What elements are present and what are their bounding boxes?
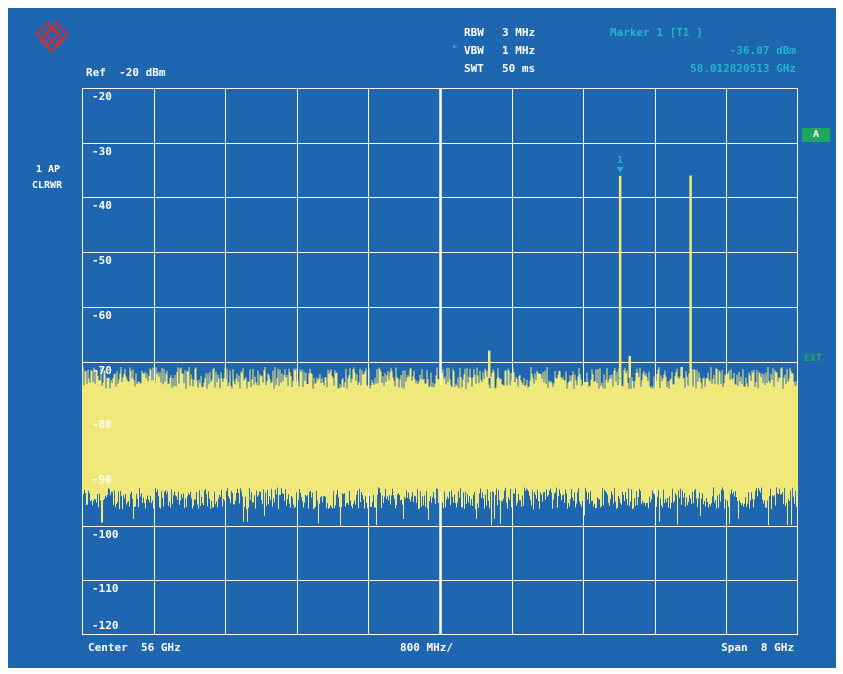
y-tick-label: -80 [92,418,112,431]
trace-info-mode: 1 AP [36,164,61,175]
analyzer-screen: RBW 3 MHz * VBW 1 MHz SWT 50 ms Ref -20 … [8,8,836,668]
softkey-a[interactable]: A [802,128,830,142]
ext-label: EXT [804,353,823,364]
ref-level: Ref -20 dBm [86,66,166,79]
swt-label: SWT [464,62,484,75]
y-tick-label: -20 [92,90,112,103]
frequency-per-division: 800 MHz/ [400,641,453,654]
span: Span 8 GHz [721,641,794,654]
trace-noise [82,366,798,526]
marker-frequency: 58.012820513 GHz [690,62,796,75]
y-tick-label: -40 [92,199,112,212]
y-tick-label: -30 [92,145,112,158]
rbw-label: RBW [464,26,484,39]
y-tick-label: -70 [92,364,112,377]
trace-info-detector: CLRWR [32,180,63,191]
y-tick-label: -100 [92,528,119,541]
rbw-value: 3 MHz [502,26,536,39]
spectrum-svg: 1 [82,88,798,635]
y-tick-label: -90 [92,473,112,486]
center-frequency: Center 56 GHz [88,641,181,654]
y-tick-label: -50 [92,254,112,267]
y-tick-label: -60 [92,309,112,322]
y-tick-label: -120 [92,619,119,632]
logo-icon [32,18,72,58]
marker-1-icon [616,166,624,173]
swt-value: 50 ms [502,62,536,75]
marker-title: Marker 1 [T1 ] [610,26,703,39]
spectrum-plot: 1 [82,88,798,635]
vbw-value: 1 MHz [502,44,536,57]
vbw-label: VBW [464,44,484,57]
vbw-star: * [452,44,458,54]
marker-level: -36.07 dBm [729,44,796,57]
y-tick-label: -110 [92,582,119,595]
marker-1-label: 1 [617,155,623,166]
